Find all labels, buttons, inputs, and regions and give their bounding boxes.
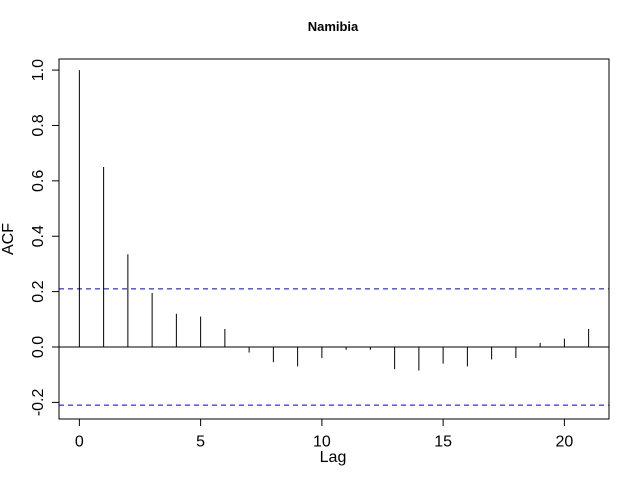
y-tick-label: 0.0 [30, 336, 47, 358]
x-axis-title: Lag [320, 449, 347, 466]
x-axis: 0 5 10 15 20 [75, 418, 573, 450]
y-tick-label: -0.2 [30, 389, 47, 417]
y-tick-label: 0.2 [30, 280, 47, 302]
y-tick-label: 1.0 [30, 59, 47, 81]
chart-title: Namibia [308, 19, 359, 34]
x-tick-label: 5 [196, 433, 205, 450]
x-tick-label: 10 [313, 433, 331, 450]
y-tick-label: 0.4 [30, 225, 47, 247]
y-axis: -0.2 0.0 0.2 0.4 0.6 0.8 1.0 [30, 59, 60, 417]
plot-frame [58, 58, 610, 420]
y-tick-label: 0.8 [30, 114, 47, 136]
y-axis-title: ACF [0, 223, 17, 255]
y-tick-label: 0.6 [30, 170, 47, 192]
x-tick-label: 0 [75, 433, 84, 450]
x-tick-label: 20 [555, 433, 573, 450]
x-tick-label: 15 [434, 433, 452, 450]
acf-bars [78, 70, 590, 371]
